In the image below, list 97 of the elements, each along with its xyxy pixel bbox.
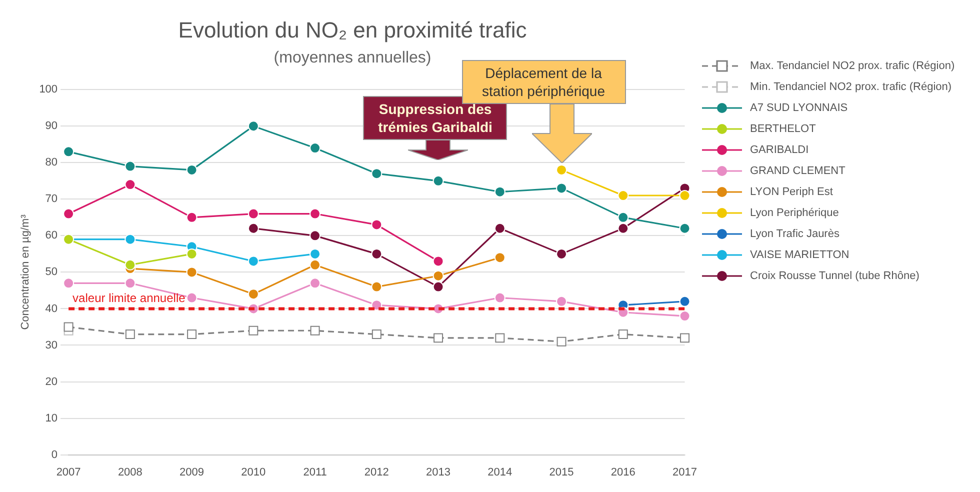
- point: [124, 160, 136, 172]
- point: [186, 292, 198, 304]
- annotation: Suppression des trémies Garibaldi: [378, 101, 492, 135]
- legend-label: LYON Periph Est: [750, 186, 833, 198]
- point: [124, 179, 136, 190]
- ref-line-label: valeur limite annuelle: [72, 291, 186, 306]
- y-tick-label: 100: [39, 84, 58, 96]
- point: [248, 326, 258, 336]
- legend-label: Croix Rousse Tunnel (tube Rhône): [750, 270, 920, 282]
- x-tick-label: 2009: [180, 466, 204, 478]
- point: [679, 222, 690, 234]
- point: [680, 333, 690, 343]
- point: [494, 222, 506, 234]
- x-tick-label: 2013: [426, 466, 451, 478]
- point: [371, 168, 382, 180]
- point: [124, 278, 136, 289]
- point: [63, 146, 74, 158]
- legend-label: VAISE MARIETTON: [750, 249, 850, 261]
- point: [371, 281, 382, 292]
- legend-label: Lyon Periphérique: [750, 207, 839, 219]
- annotation: Déplacement de la station périphérique: [482, 65, 605, 99]
- point: [310, 230, 321, 242]
- point: [372, 330, 382, 340]
- y-tick-label: 10: [45, 412, 58, 424]
- point: [494, 292, 506, 304]
- point: [494, 252, 506, 264]
- y-tick-label: 60: [45, 230, 58, 242]
- point: [310, 259, 321, 270]
- point: [186, 212, 198, 223]
- x-tick-label: 2011: [303, 466, 327, 478]
- y-tick-label: 50: [45, 266, 58, 278]
- point: [310, 326, 320, 336]
- point: [556, 336, 566, 346]
- legend-label: GRAND CLEMENT: [750, 165, 846, 177]
- point: [556, 164, 568, 176]
- point: [186, 266, 198, 278]
- point: [63, 278, 74, 289]
- chart-title: Evolution du NO₂ en proximité trafic: [178, 17, 527, 42]
- point: [556, 296, 568, 307]
- legend-label: A7 SUD LYONNAIS: [750, 102, 848, 114]
- point: [248, 120, 259, 132]
- point: [371, 219, 382, 230]
- y-tick-label: 20: [45, 376, 58, 388]
- point: [124, 259, 136, 270]
- point: [310, 208, 321, 220]
- legend-label: Min. Tendanciel NO2 prox. trafic (Région): [750, 81, 952, 93]
- point: [248, 222, 259, 234]
- point: [186, 248, 198, 260]
- point: [63, 208, 74, 220]
- x-tick-label: 2015: [549, 466, 574, 478]
- point: [679, 190, 690, 202]
- point: [495, 333, 505, 343]
- point: [248, 288, 259, 300]
- y-axis-title: Concentration en µg/m³: [20, 214, 32, 330]
- legend-label: BERTHELOT: [750, 123, 816, 135]
- point: [186, 164, 198, 176]
- point: [124, 234, 136, 245]
- point: [432, 270, 444, 282]
- point: [64, 322, 74, 332]
- x-tick-label: 2016: [610, 466, 636, 478]
- point: [434, 333, 444, 343]
- y-tick-label: 70: [45, 193, 58, 206]
- point: [679, 296, 690, 307]
- x-tick-label: 2010: [241, 466, 266, 478]
- point: [618, 222, 629, 234]
- point: [432, 281, 444, 292]
- point: [310, 142, 321, 154]
- y-tick-label: 30: [45, 339, 58, 352]
- point: [248, 256, 259, 267]
- point: [679, 310, 690, 322]
- point: [618, 212, 629, 223]
- y-tick-label: 80: [45, 156, 58, 169]
- point: [310, 248, 321, 260]
- x-tick-label: 2012: [364, 466, 389, 478]
- x-tick-label: 2017: [672, 466, 698, 478]
- point: [556, 182, 568, 194]
- legend-label: Lyon Trafic Jaurès: [750, 228, 840, 240]
- y-tick-label: 90: [45, 120, 58, 132]
- point: [248, 208, 259, 220]
- point: [618, 190, 629, 202]
- y-tick-label: 0: [51, 448, 58, 461]
- x-tick-label: 2007: [56, 466, 81, 478]
- point: [187, 330, 197, 340]
- legend-label: Max. Tendanciel NO2 prox. trafic (Région): [750, 60, 955, 72]
- point: [125, 330, 135, 340]
- y-tick-label: 40: [45, 302, 58, 315]
- x-tick-label: 2008: [118, 466, 142, 478]
- point: [494, 186, 506, 198]
- point: [310, 278, 321, 289]
- point: [618, 330, 628, 340]
- point: [432, 256, 444, 267]
- point: [371, 248, 382, 260]
- chart-subtitle: (moyennes annuelles): [274, 49, 432, 66]
- point: [556, 248, 568, 260]
- point: [432, 175, 444, 186]
- legend-label: GARIBALDI: [750, 144, 809, 156]
- x-tick-label: 2014: [488, 466, 512, 478]
